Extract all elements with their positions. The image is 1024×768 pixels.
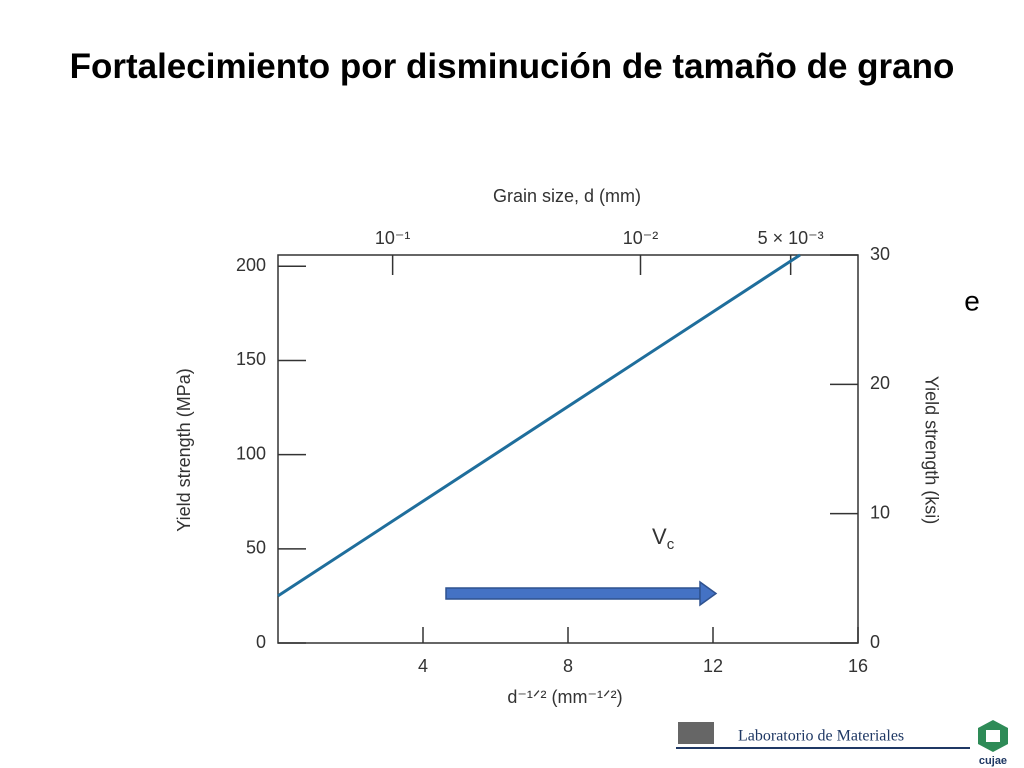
side-note: e — [964, 285, 980, 316]
data-line — [277, 253, 801, 598]
y-axis-label: Yield strength (MPa) — [174, 368, 194, 531]
x-axis-label: d⁻¹ᐟ² (mm⁻¹ᐟ²) — [507, 687, 622, 707]
x2-tick-label: 5 × 10⁻³ — [758, 228, 824, 248]
y2-axis-label: Yield strength (ksi) — [921, 376, 941, 524]
footer-lab: Laboratorio de Materiales — [738, 728, 904, 745]
y-tick-label: 50 — [246, 538, 266, 558]
footer-logo — [676, 720, 1008, 752]
y-tick-label: 0 — [256, 632, 266, 652]
y-tick-label: 150 — [236, 349, 266, 369]
x-tick-label: 16 — [848, 656, 868, 676]
x2-axis-label: Grain size, d (mm) — [493, 186, 641, 206]
y2-tick-label: 30 — [870, 244, 890, 264]
x2-tick-label: 10⁻² — [623, 228, 659, 248]
plot-frame — [277, 254, 859, 644]
footer-logo-text: cujae — [979, 755, 1007, 767]
y2-tick-label: 20 — [870, 373, 890, 393]
annotation-sub: c — [667, 536, 675, 553]
y2-tick-label: 10 — [870, 502, 890, 522]
annotation: Vc — [652, 524, 675, 553]
x-tick-label: 12 — [703, 656, 723, 676]
slide-title: Fortalecimiento por disminución de tamañ… — [69, 47, 955, 86]
y2-tick-label: 0 — [870, 632, 880, 652]
x-tick-label: 4 — [418, 656, 428, 676]
y-tick-label: 100 — [236, 443, 266, 463]
x2-tick-label: 10⁻¹ — [375, 228, 411, 248]
annotation-main: V — [652, 524, 667, 549]
y-tick-label: 200 — [236, 255, 266, 275]
arrow — [445, 580, 718, 607]
x-tick-label: 8 — [563, 656, 573, 676]
